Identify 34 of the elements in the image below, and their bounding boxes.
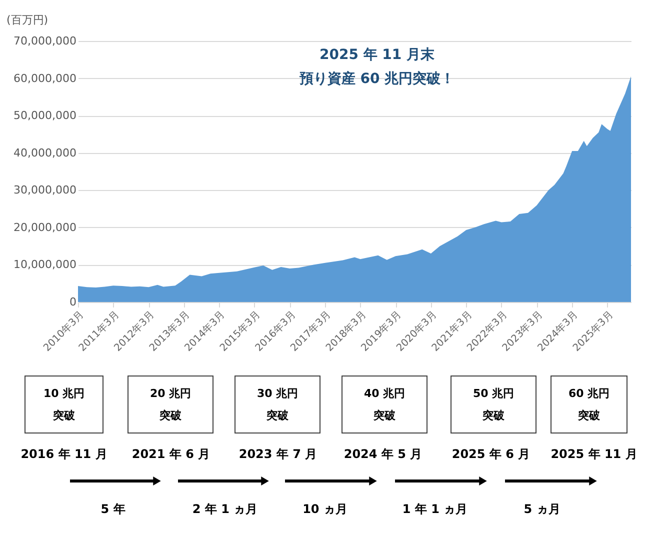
text: 突破 (372, 409, 396, 422)
text: 突破 (266, 409, 290, 422)
text: 突破 (52, 409, 76, 422)
y-axis-title: (百万円) (6, 14, 48, 26)
text: 40 兆円 (364, 387, 406, 400)
y-tick-label: 30,000,000 (14, 184, 76, 197)
text: 突破 (577, 409, 601, 422)
text: 30 兆円 (256, 387, 298, 400)
text: 2023 年 7 月 (238, 447, 318, 461)
text: 2021 年 6 月 (132, 447, 210, 461)
text: 2024 年 5 月 (344, 447, 422, 461)
y-tick-label: 70,000,000 (14, 34, 76, 48)
text: 突破 (158, 409, 182, 422)
text: 5 年 (100, 502, 126, 516)
text: 20 兆円 (150, 387, 192, 400)
y-tick-label: 40,000,000 (14, 146, 76, 160)
text: 2016 年 11 月 (20, 447, 108, 461)
annotation: 2025 年 11 月末 (319, 47, 436, 63)
y-tick-label: 50,000,000 (14, 109, 76, 122)
annotation: 預り資産 60 兆円突破！ (298, 70, 455, 87)
text: 60 兆円 (568, 387, 610, 400)
text: 1 年 1 ヵ月 (402, 502, 468, 516)
text: 5 ヵ月 (524, 502, 560, 516)
text: 突破 (482, 409, 506, 422)
y-tick-label: 10,000,000 (14, 258, 76, 272)
y-tick-label: 60,000,000 (14, 72, 76, 85)
y-tick-label: 20,000,000 (14, 220, 76, 234)
text: 10 兆円 (43, 387, 85, 400)
text: 10 ヵ月 (302, 502, 348, 516)
text: 2025 年 6 月 (452, 447, 530, 461)
text: 2025 年 11 月 (550, 447, 638, 461)
text: 2 年 1 ヵ月 (192, 502, 258, 516)
y-tick-label: 0 (70, 296, 76, 308)
text: 50 兆円 (472, 387, 514, 400)
